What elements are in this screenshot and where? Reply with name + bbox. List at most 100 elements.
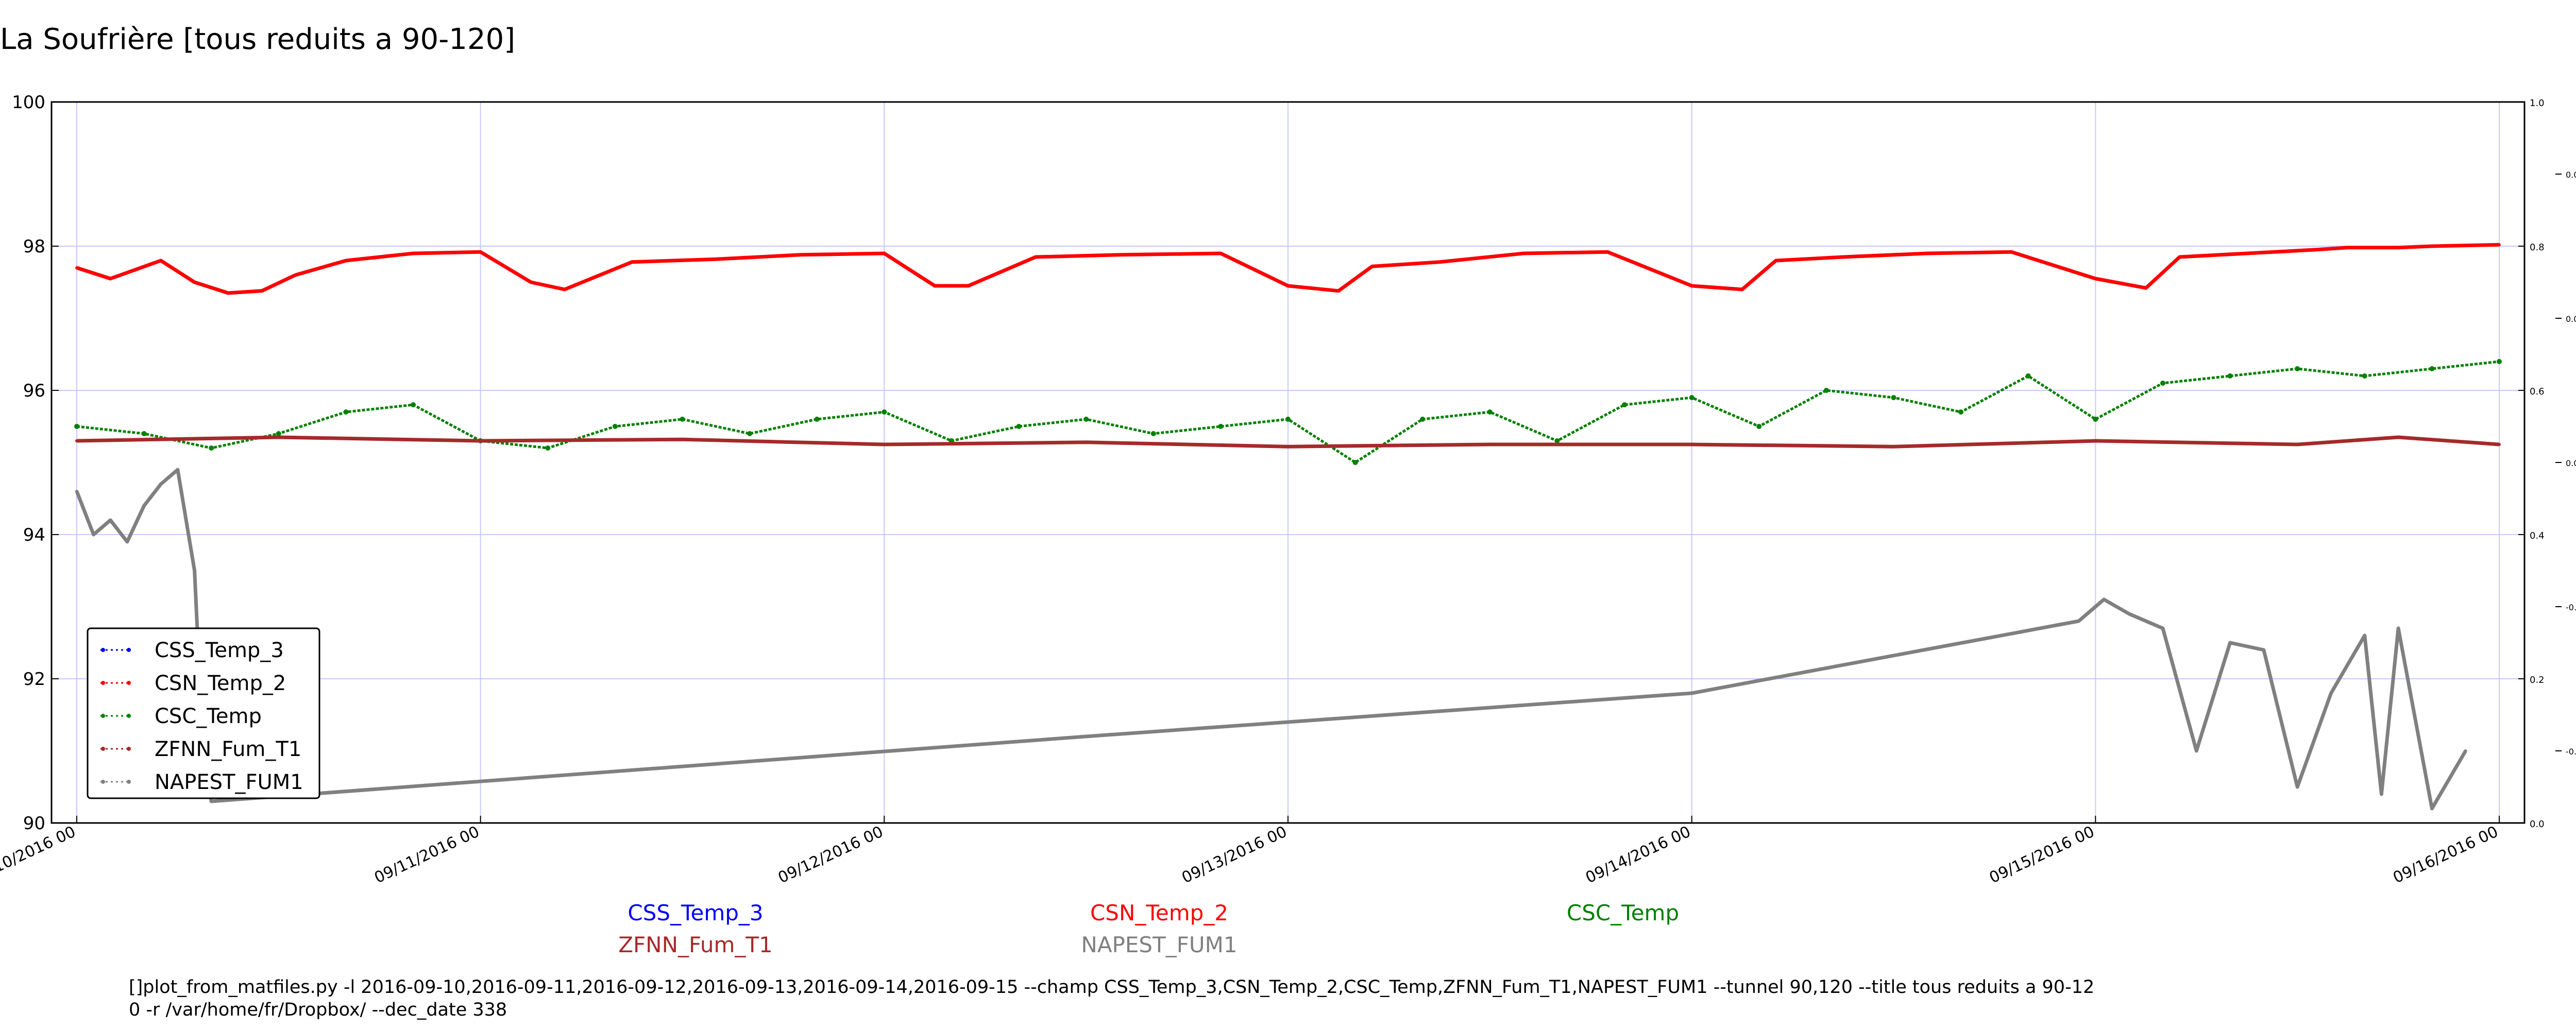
data-point-csn-temp-2 [2144,286,2148,290]
outer-tick-label: 0.04 [2566,170,2576,180]
legend: CSS_Temp_3 CSN_Temp_2 CSC_Temp ZFNN_Fum_T1 N… [87,627,320,799]
x-tick-label: 09/13/2016 00 [1179,823,1290,887]
data-point-zfnn-fum-t1 [479,439,482,442]
legend-marker [101,681,105,685]
data-point-csn-temp-2 [2245,252,2249,255]
data-point-csc-temp [2295,366,2300,371]
legend-label: CSC_Temp [155,705,262,728]
data-point-zfnn-fum-t1 [1690,443,1693,446]
data-point-napest-fum1 [2102,598,2106,601]
data-point-csn-temp-2 [412,252,415,255]
outer-tick-label: 0.00 [2566,458,2576,468]
x-tick-label: 09/16/2016 00 [2391,823,2501,887]
data-point-zfnn-fum-t1 [2498,443,2501,446]
data-point-csc-temp [1083,417,1089,422]
legend-marker [127,648,131,652]
data-point-csc-temp [2497,359,2502,364]
data-point-csc-temp [2160,381,2165,386]
data-point-napest-fum1 [142,504,146,507]
data-point-csn-temp-2 [1370,265,1374,268]
legend-marker [101,648,105,652]
data-point-csn-temp-2 [933,284,937,287]
outer-tick-label: -0.04 [2566,747,2576,757]
data-point-csn-temp-2 [1118,253,1122,256]
y-tick-label: 98 [23,236,45,257]
right-tick-label: 0.2 [2530,675,2545,685]
data-point-csc-temp [1218,424,1224,429]
data-point-napest-fum1 [1690,692,1693,695]
data-point-csn-temp-2 [1740,288,1744,291]
data-point-csn-temp-2 [1925,252,1929,255]
command-line-2: 0 -r /var/home/fr/Dropbox/ --dec_date 33… [129,1000,507,1020]
series-line-csn-temp-2 [76,243,2500,295]
data-point-csn-temp-2 [226,291,230,295]
data-point-napest-fum1 [2397,627,2400,630]
data-point-napest-fum1 [2262,648,2265,651]
data-point-csc-temp [1554,438,1560,443]
data-point-csc-temp [1622,402,1628,407]
data-point-zfnn-fum-t1 [2296,443,2299,446]
data-point-csc-temp [680,417,685,422]
data-point-csc-temp [1958,409,1964,415]
right-tick-label: 0.6 [2530,386,2545,397]
data-point-csn-temp-2 [1606,250,1609,254]
data-point-csn-temp-2 [2397,246,2400,249]
data-point-napest-fum1 [2464,749,2467,752]
legend-marker [101,747,105,751]
data-point-napest-fum1 [125,540,129,543]
data-point-csn-temp-2 [1337,289,1340,293]
data-point-csn-temp-2 [1219,252,1223,255]
data-point-csn-temp-2 [1522,252,1526,255]
data-point-csc-temp [1352,460,1358,465]
data-point-zfnn-fum-t1 [277,436,280,439]
data-point-napest-fum1 [92,533,95,536]
data-point-napest-fum1 [2077,620,2080,623]
command-line-text: []plot_from_matfiles.py -l 2016-09-10,20… [129,976,2094,1021]
data-point-csn-temp-2 [1286,284,1290,287]
data-point-csc-temp [276,431,281,436]
data-point-napest-fum1 [2127,612,2131,615]
data-point-csc-temp [2429,366,2435,371]
data-point-csc-temp [74,424,79,429]
legend-marker [127,714,131,718]
series-label-napest-fum1: NAPEST_FUM1 [1081,932,1238,957]
data-point-csn-temp-2 [529,281,533,284]
legend-marker [127,747,131,751]
legend-box [87,627,320,799]
y-tick-label: 100 [12,92,45,113]
data-point-csc-temp [1891,395,1896,400]
data-point-csn-temp-2 [1437,260,1441,264]
data-point-csc-temp [1689,395,1694,400]
x-tick-label: 09/12/2016 00 [775,823,886,887]
series-label-css-temp-3: CSS_Temp_3 [628,900,764,925]
data-point-csn-temp-2 [344,259,348,262]
y-tick-label: 96 [23,381,45,401]
data-point-csc-temp [2362,373,2367,379]
data-point-csn-temp-2 [294,273,297,277]
data-point-csn-temp-2 [1690,284,1693,287]
data-point-napest-fum1 [1084,735,1088,738]
data-point-zfnn-fum-t1 [1892,445,1895,449]
legend-label: CSN_Temp_2 [155,672,286,695]
right-axis: 0.0 0.2 0.4 0.6 0.8 1.0 -0.04 -0.02 0.00 0.02 0.04 [2518,98,2576,830]
data-point-csn-temp-2 [2178,255,2181,259]
data-point-csn-temp-2 [479,250,482,254]
right-tick-label: 0.0 [2530,819,2545,830]
data-point-csn-temp-2 [2346,246,2350,249]
chart-title: La Soufrière [tous reduits a 90-120] [0,23,516,56]
series-line-zfnn-fum-t1 [76,435,2500,449]
data-point-csc-temp [343,409,349,415]
legend-marker [127,780,131,784]
legend-marker [101,714,105,718]
data-point-csc-temp [141,431,147,436]
data-point-zfnn-fum-t1 [1286,445,1290,449]
data-point-csc-temp [1285,417,1291,422]
data-point-napest-fum1 [193,569,196,572]
data-point-zfnn-fum-t1 [75,439,78,442]
data-point-csc-temp [545,445,551,451]
series-label-csc-temp: CSC_Temp [1566,900,1680,925]
data-point-napest-fum1 [210,800,213,803]
x-tick-label: 09/11/2016 00 [371,823,482,887]
legend-label: CSS_Temp_3 [155,639,284,662]
